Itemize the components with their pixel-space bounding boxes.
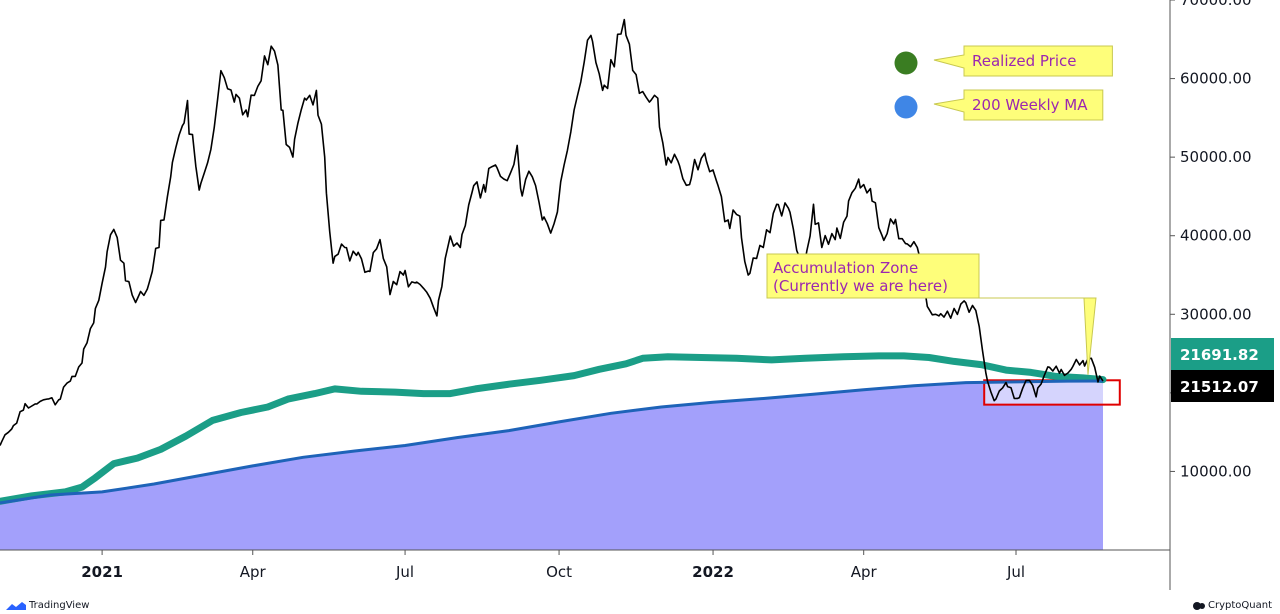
accumulation-callout-line: (Currently we are here) [773,277,948,295]
accumulation-callout-box [766,253,1097,375]
y-tick-label: 70000.00 [1180,0,1252,9]
weekly-ma-line [0,379,1104,505]
y-tick-label: 60000.00 [1180,70,1252,88]
y-tick-label: 40000.00 [1180,227,1252,245]
legend-label: Realized Price [972,52,1077,70]
tradingview-logo-icon [6,601,26,610]
last-value-badge [1171,370,1274,402]
last-value-badges: 21691.82 21512.07 [1171,338,1274,402]
y-axis-ticks: 10000.0020000.0030000.0040000.0050000.00… [1170,0,1252,480]
legend-callout-box [933,89,1104,121]
last-value-label: 21512.07 [1180,378,1259,396]
y-tick-label: 10000.00 [1180,462,1252,480]
legend-label: 200 Weekly MA [972,96,1088,114]
x-tick-label: Jul [395,563,414,581]
x-tick-label: 2021 [81,563,123,581]
axes [0,0,1171,590]
tradingview-credit: TradingView [6,600,89,611]
legend-dot [894,51,918,75]
y-tick-label: 50000.00 [1180,148,1252,166]
legend: Realized Price 200 Weekly MA [894,45,1113,121]
tradingview-label: TradingView [29,600,90,611]
cryptoquant-credit: CryptoQuant [1193,600,1272,611]
x-tick-label: Jul [1006,563,1025,581]
cryptoquant-logo-icon [1193,601,1205,610]
x-tick-label: Apr [240,563,267,581]
x-axis-ticks: 2021 Apr Jul Oct 2022 Apr Jul [81,550,1025,581]
last-value-label: 21691.82 [1180,346,1259,364]
ma-area-layer [0,381,1103,550]
x-tick-label: Oct [546,563,572,581]
legend-callout-box [933,45,1113,77]
y-tick-label: 30000.00 [1180,305,1252,323]
ma-area-fill [0,381,1103,550]
legend-dot [894,95,918,119]
accumulation-callout-line: Accumulation Zone [773,259,918,277]
realized-price-line [0,352,1107,505]
x-tick-label: 2022 [692,563,734,581]
last-value-badge [1171,338,1274,370]
cryptoquant-label: CryptoQuant [1208,600,1272,611]
x-tick-label: Apr [851,563,878,581]
accumulation-callout: Accumulation Zone(Currently we are here) [766,253,1097,375]
